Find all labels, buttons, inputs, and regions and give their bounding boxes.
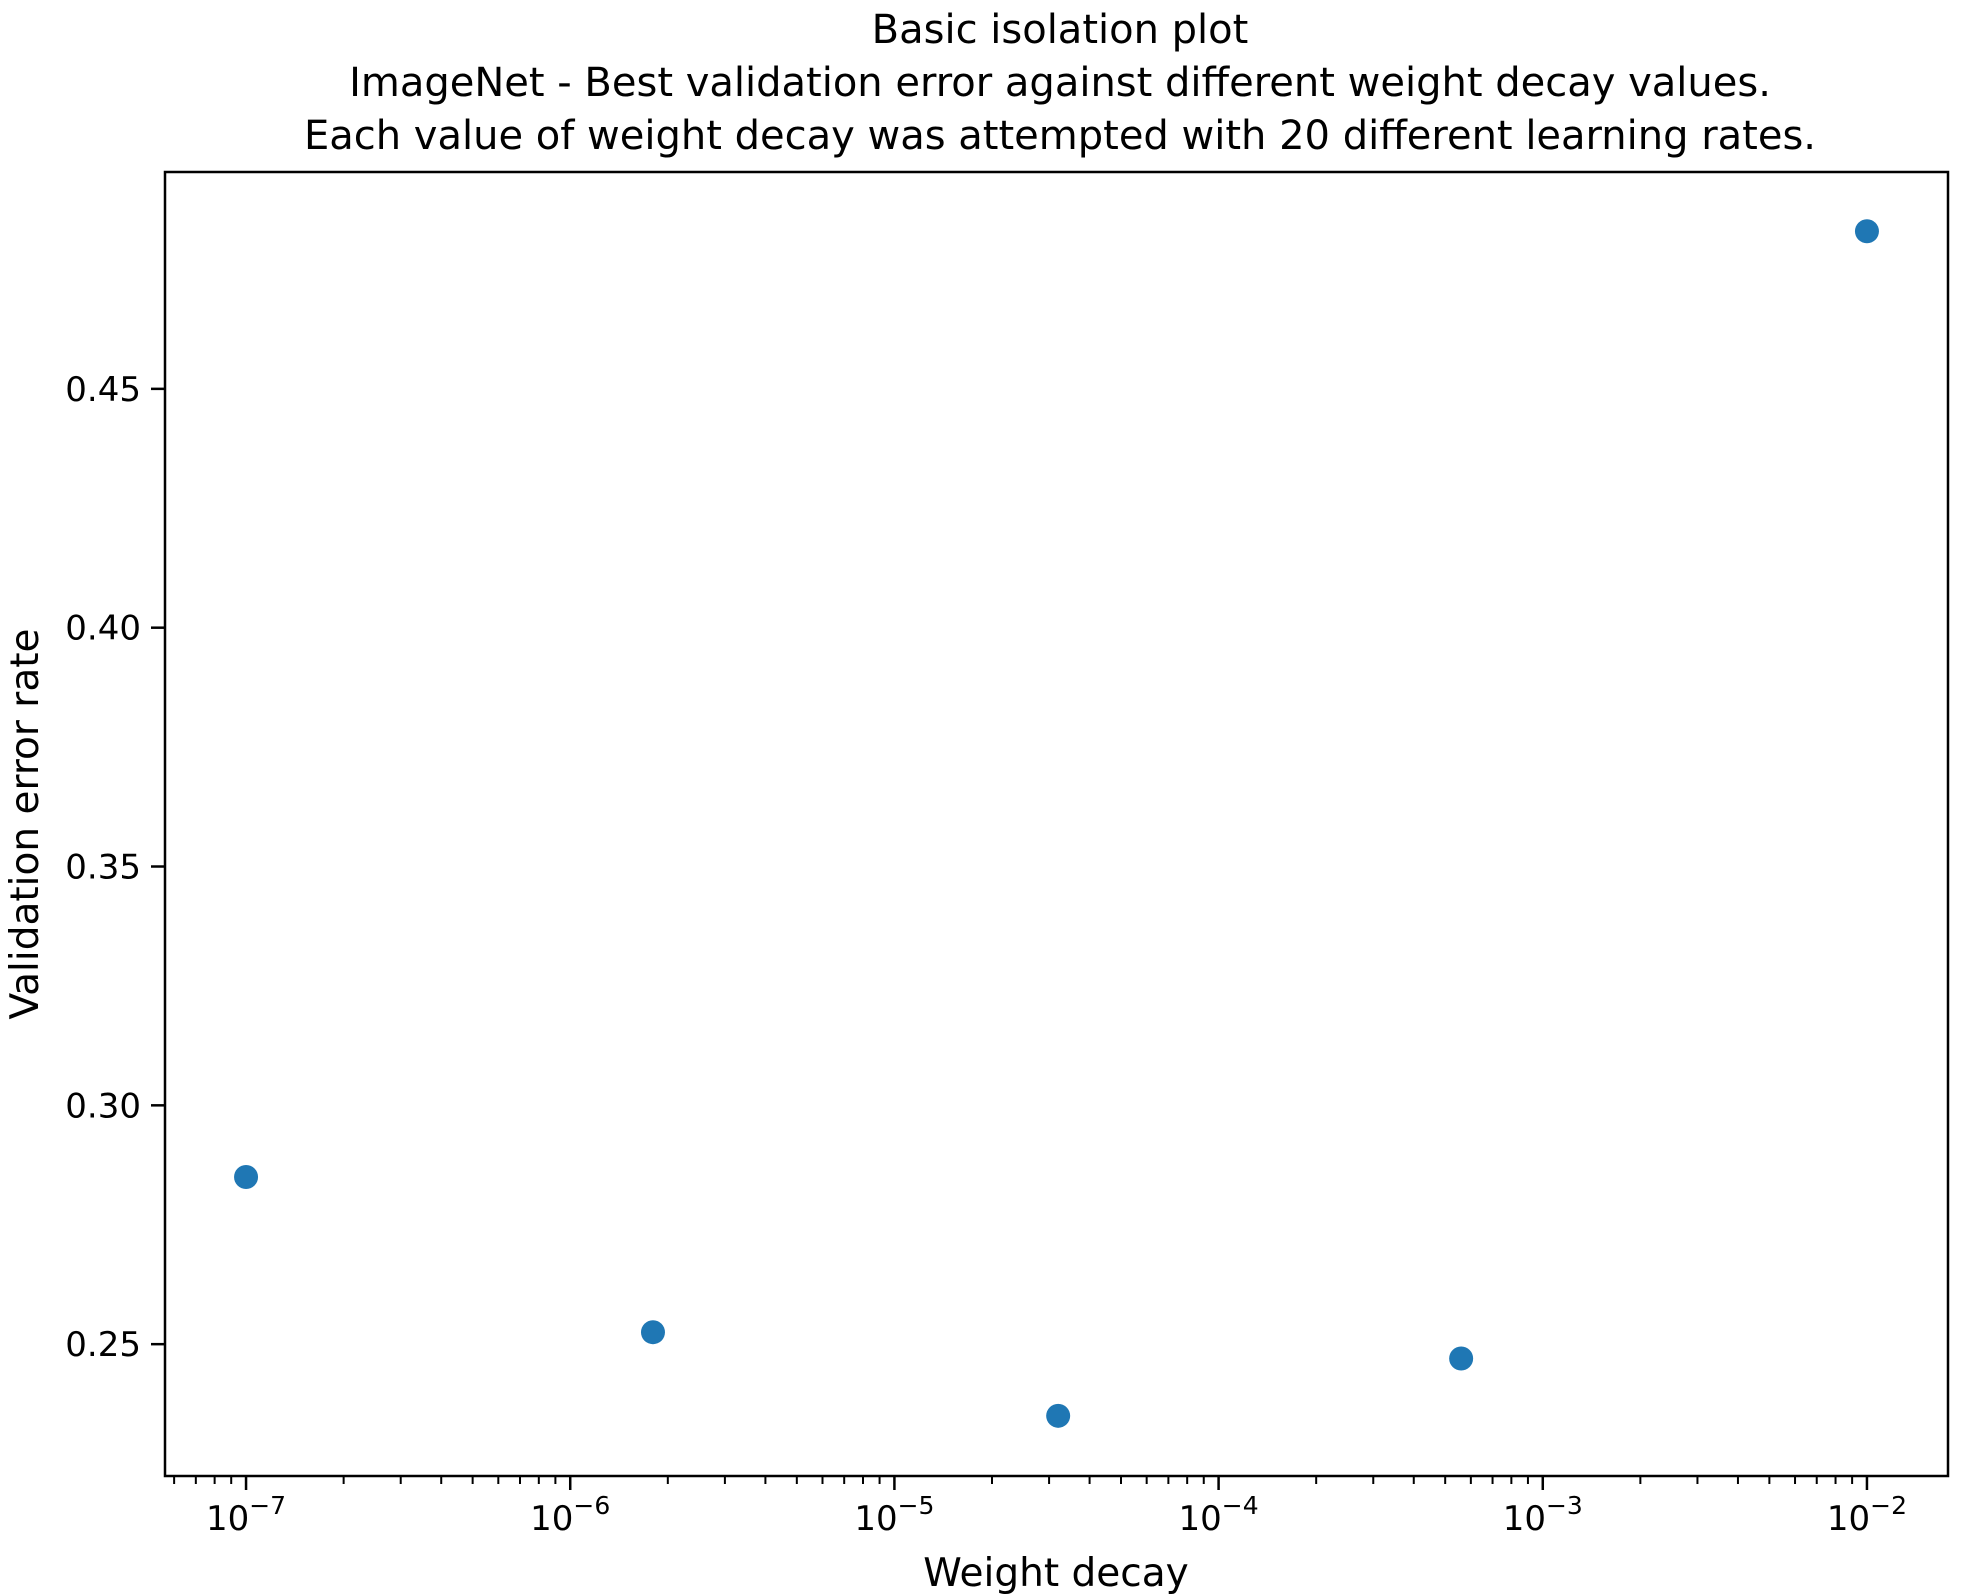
x-tick-label: 10−4: [1179, 1491, 1259, 1539]
data-point: [1449, 1346, 1474, 1371]
x-tick-label: 10−3: [1503, 1491, 1583, 1539]
chart-title-line1: Basic isolation plot: [871, 7, 1249, 53]
x-tick-label: 10−6: [530, 1491, 610, 1539]
data-point: [1854, 219, 1879, 244]
y-axis-label: Validation error rate: [3, 628, 48, 1019]
chart-title-line2: ImageNet - Best validation error against…: [349, 60, 1771, 106]
y-tick-label: 0.25: [65, 1325, 141, 1365]
chart-title-line3: Each value of weight decay was attempted…: [303, 113, 1817, 159]
y-tick-label: 0.40: [65, 609, 141, 649]
chart-layer: 10−7 10−6 10−5 10−4 10−3 10−2 0.25 0.30 0.35 0.40…: [65, 170, 1950, 1539]
y-tick-label: 0.30: [65, 1086, 141, 1126]
x-axis-label: Weight decay: [923, 1551, 1188, 1594]
plot-frame: [163, 170, 1950, 1478]
chart-title: Basic isolation plot ImageNet - Best val…: [140, 4, 1980, 163]
data-point: [640, 1320, 665, 1345]
y-tick-label: 0.45: [65, 370, 141, 410]
x-tick-label: 10−2: [1827, 1491, 1907, 1539]
y-tick-label: 0.35: [65, 848, 141, 888]
x-tick-label: 10−7: [206, 1491, 286, 1539]
data-point: [1046, 1403, 1071, 1428]
data-point: [234, 1164, 259, 1189]
x-tick-label: 10−5: [854, 1491, 934, 1539]
